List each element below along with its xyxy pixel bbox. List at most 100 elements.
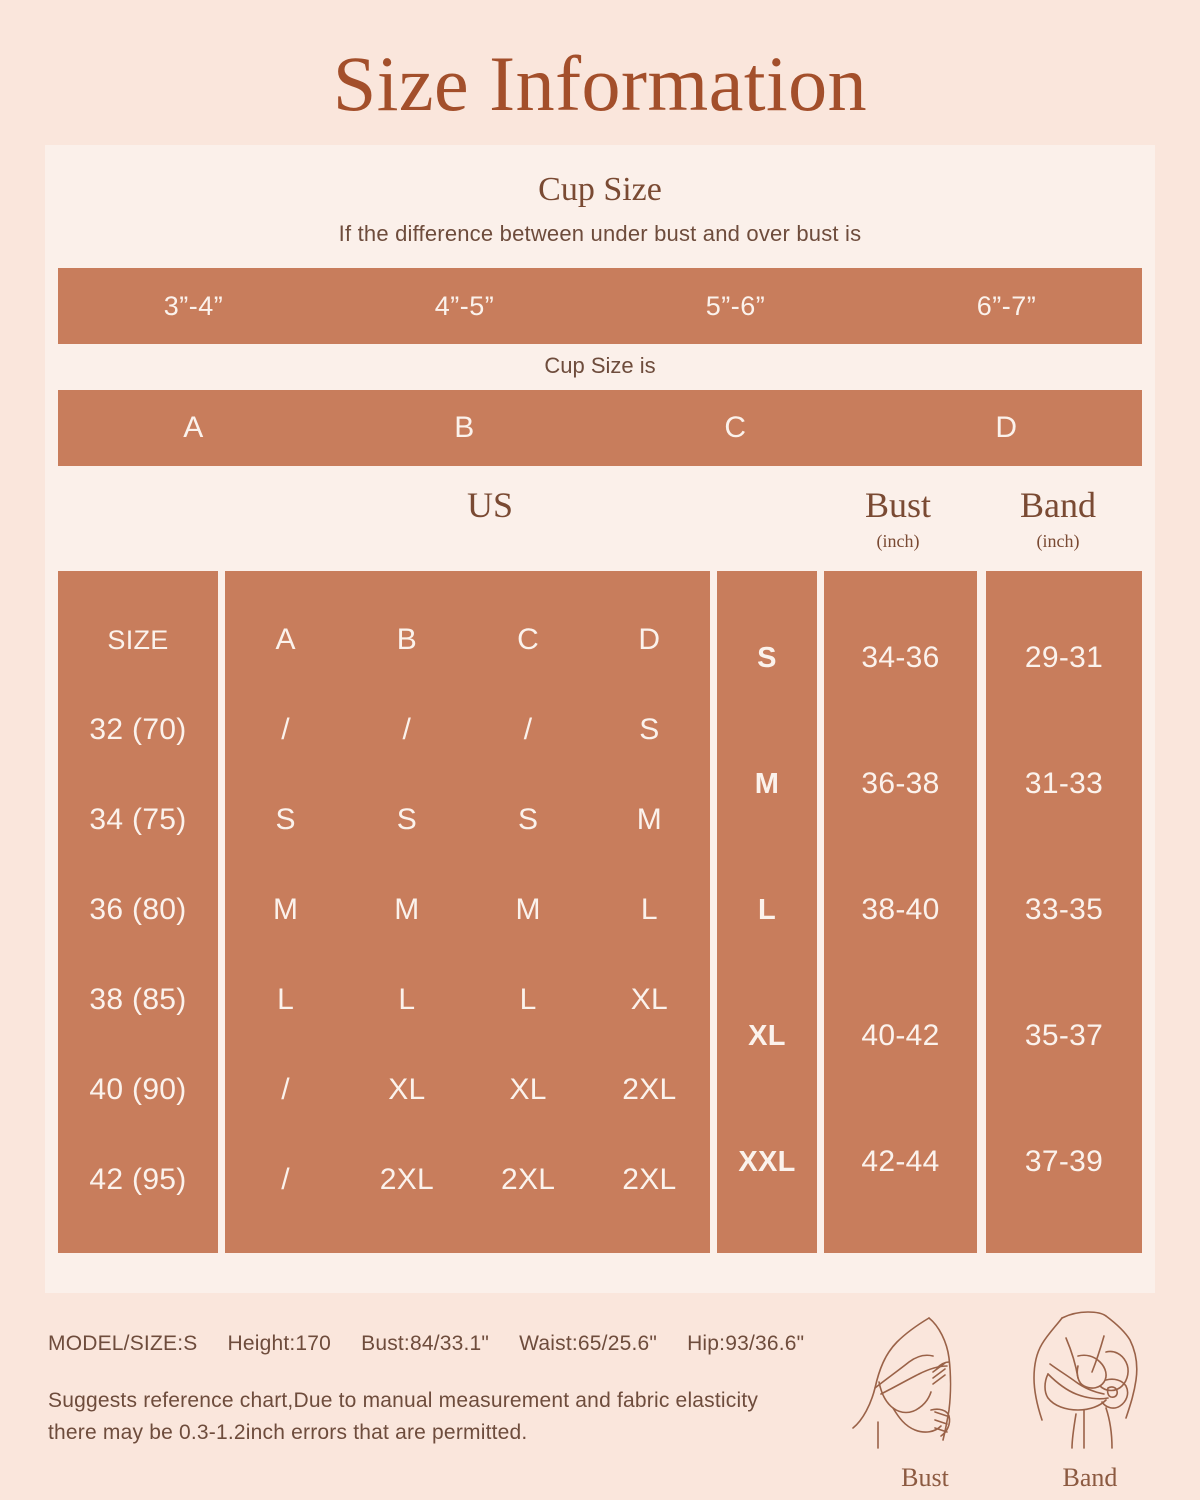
table-row: 35-37 [986, 973, 1142, 1099]
model-waist: Waist:65/25.6" [519, 1332, 658, 1355]
table-row: / XL XL 2XL [225, 1045, 710, 1135]
bust-value-cell: 42-44 [861, 1145, 940, 1178]
cup-header-cell: A [275, 623, 296, 656]
band-value-cell: 31-33 [1024, 767, 1104, 800]
table-row: 32 (70) [58, 685, 218, 775]
cup-value-cell: / [281, 1073, 290, 1106]
cup-value-cell: S [639, 713, 660, 746]
cup-value-cell: S [275, 803, 296, 836]
table-row: M M M L [225, 865, 710, 955]
cup-value-cell: M [394, 893, 420, 926]
table-row: 42-44 [824, 1099, 977, 1225]
size-chart-panel: Cup Size If the difference between under… [45, 145, 1155, 1293]
difference-band: 3”-4” 4”-5” 5”-6” 6”-7” [58, 268, 1142, 344]
table-row: 34 (75) [58, 775, 218, 865]
cup-letter-cell: C [724, 411, 747, 444]
bust-rows: 34-36 36-38 38-40 40-42 42-44 [824, 571, 977, 1253]
band-value-cell: 29-31 [1024, 641, 1104, 674]
model-height: Height:170 [227, 1332, 332, 1355]
letter-size-cell: S [757, 641, 777, 674]
measurement-figures: Bust Band [845, 1308, 1175, 1493]
cup-header-cell: B [396, 623, 418, 656]
us-cup-grid: A B C D / / / S S S S M M M M L [225, 571, 710, 1253]
table-row: / / / S [225, 685, 710, 775]
letter-size-column: S M L XL XXL [717, 571, 817, 1253]
cup-value-cell: XL [388, 1073, 426, 1106]
us-size-column: SIZE 32 (70) 34 (75) 36 (80) 38 (85) 40 … [58, 571, 218, 1253]
band-figure-label: Band [1062, 1463, 1118, 1492]
cup-value-cell: L [398, 983, 416, 1016]
model-bust: Bust:84/33.1" [361, 1332, 490, 1355]
table-row: 38-40 [824, 847, 977, 973]
bust-heading-unit: (inch) [876, 531, 920, 551]
table-row: 33-35 [986, 847, 1142, 973]
model-info: MODEL/SIZE:S Height:170 Bust:84/33.1" Wa… [48, 1330, 804, 1358]
band-heading-text: Band [1020, 485, 1096, 525]
table-row: 37-39 [986, 1099, 1142, 1225]
bust-figure-label: Bust [901, 1463, 949, 1492]
size-cell: 38 (85) [89, 983, 187, 1016]
letter-size-rows: S M L XL XXL [717, 571, 817, 1253]
bust-heading-text: Bust [864, 485, 932, 525]
table-row: 42 (95) [58, 1135, 218, 1225]
cup-size-subheading: If the difference between under bust and… [338, 221, 862, 246]
bust-value-cell: 38-40 [861, 893, 940, 926]
model-size: MODEL/SIZE:S [48, 1332, 198, 1355]
table-row: 40-42 [824, 973, 977, 1099]
table-row: A B C D [225, 595, 710, 685]
table-row: 40 (90) [58, 1045, 218, 1135]
bust-value-cell: 34-36 [861, 641, 940, 674]
measurement-disclaimer: Suggests reference chart,Due to manual m… [48, 1389, 759, 1444]
difference-cell: 5”-6” [705, 290, 766, 321]
cup-header-cell: D [638, 623, 661, 656]
table-row: / 2XL 2XL 2XL [225, 1135, 710, 1225]
cup-value-cell: 2XL [622, 1073, 677, 1106]
band-heading-unit: (inch) [1036, 531, 1080, 551]
cup-value-cell: / [402, 713, 412, 746]
cup-value-cell: L [519, 983, 537, 1016]
bust-measure-icon [852, 1317, 952, 1449]
cup-value-cell: M [636, 803, 663, 836]
table-row: L L L XL [225, 955, 710, 1045]
us-cup-rows: A B C D / / / S S S S M M M M L [225, 571, 710, 1253]
table-row: 36 (80) [58, 865, 218, 955]
size-cell: 42 (95) [89, 1163, 187, 1196]
bust-measure-column: 34-36 36-38 38-40 40-42 42-44 [824, 571, 977, 1253]
band-measure-icon [1033, 1311, 1138, 1449]
cup-value-cell: L [640, 893, 658, 926]
size-header-cell: SIZE [107, 624, 169, 655]
table-row: 36-38 [824, 721, 977, 847]
cup-letter-cell: B [454, 411, 475, 444]
table-row: XXL [717, 1099, 817, 1225]
table-row: 31-33 [986, 721, 1142, 847]
cup-value-cell: XL [509, 1073, 547, 1106]
cup-letter-cell: D [995, 411, 1018, 444]
band-value-cell: 35-37 [1024, 1019, 1104, 1052]
cup-value-cell: / [523, 713, 533, 746]
difference-cell: 3”-4” [163, 290, 224, 321]
size-cell: 36 (80) [89, 893, 187, 926]
letter-size-cell: XXL [738, 1145, 796, 1178]
cup-value-cell: 2XL [622, 1163, 677, 1196]
bust-column-heading: Bust (inch) [818, 483, 978, 553]
cup-letter-cell: A [183, 411, 204, 444]
table-row: SIZE [58, 595, 218, 685]
bust-value-cell: 36-38 [861, 767, 940, 800]
letter-size-cell: XL [748, 1019, 786, 1052]
cup-value-cell: XL [630, 983, 669, 1016]
size-cell: 34 (75) [89, 803, 187, 836]
table-row: 29-31 [986, 595, 1142, 721]
cup-value-cell: / [281, 713, 290, 746]
table-row: S S S M [225, 775, 710, 865]
cup-value-cell: L [277, 983, 295, 1016]
bust-value-cell: 40-42 [861, 1019, 940, 1052]
cup-value-cell: M [272, 893, 299, 926]
cup-value-cell: 2XL [500, 1163, 556, 1196]
band-figure: Band [1010, 1308, 1170, 1493]
table-row: XL [717, 973, 817, 1099]
model-hip: Hip:93/36.6" [687, 1332, 805, 1355]
cup-value-cell: / [281, 1163, 290, 1196]
cup-letter-band: A B C D [58, 390, 1142, 466]
letter-size-cell: M [754, 767, 780, 800]
table-row: M [717, 721, 817, 847]
